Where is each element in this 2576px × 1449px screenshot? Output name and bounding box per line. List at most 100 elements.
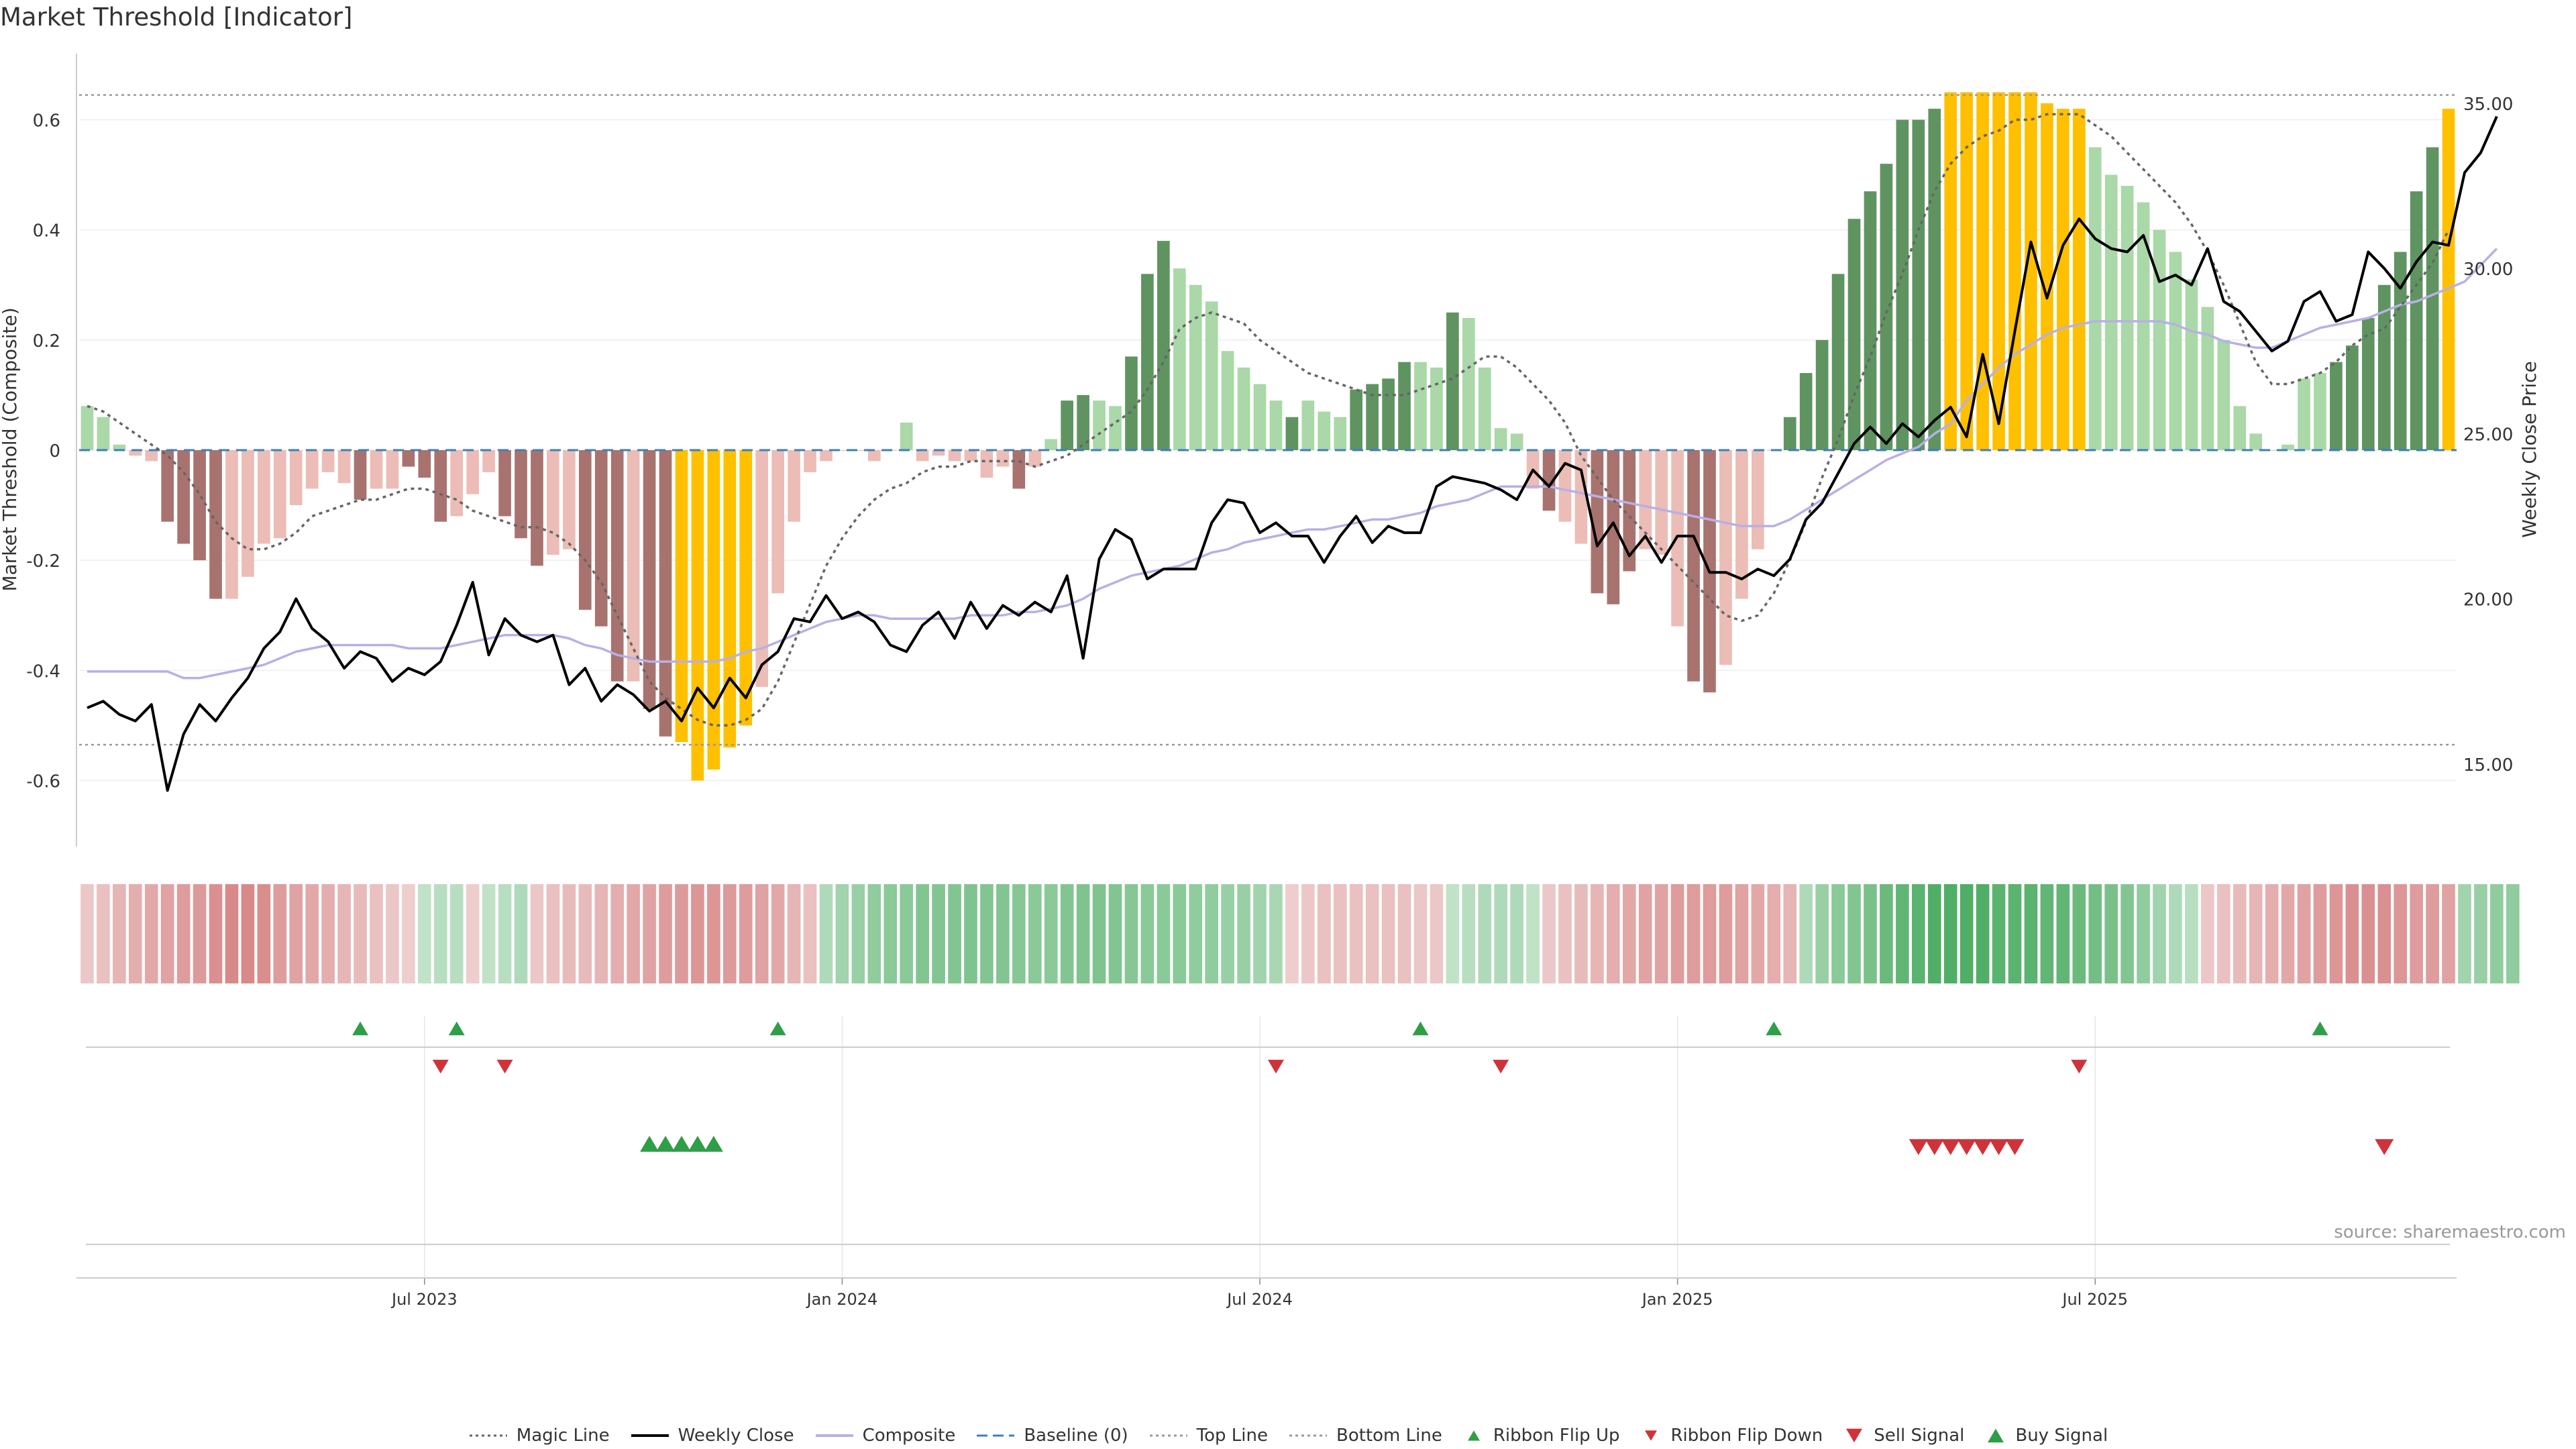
composite-bar [1012,450,1026,489]
composite-bar [1783,417,1796,450]
composite-bar [1896,119,1909,450]
legend-swatch [1846,1428,1863,1443]
composite-bar [2233,406,2247,450]
ribbon-cell [2458,884,2471,983]
ribbon-flip-up-marker [769,1021,786,1036]
composite-bar [723,450,737,748]
ribbon-cell [1542,884,1556,983]
ribbon-cell [1221,884,1234,983]
ribbon-cell [1301,884,1315,983]
composite-bar [241,450,254,577]
ribbon-cell [1317,884,1331,983]
composite-bar [2041,103,2053,450]
ribbon-cell [2297,884,2311,983]
legend-label: Bottom Line [1336,1426,1442,1446]
composite-bar [1815,339,1829,450]
ribbon-cell [643,884,656,983]
legend-item: Ribbon Flip Up [1462,1426,1620,1446]
ribbon-cell [176,884,191,983]
composite-bar [1430,367,1443,450]
ribbon-cell [1494,884,1508,983]
composite-bar [1831,274,1845,450]
ribbon-cell [2216,884,2231,983]
ribbon-cell [514,884,528,983]
ribbon-cell [2490,884,2504,983]
composite-bar [273,450,286,539]
ribbon-cell [659,884,672,983]
ribbon-cell [2377,884,2392,983]
ribbon-cell [1591,884,1604,983]
ribbon-cell [1092,884,1106,983]
composite-bar [1752,450,1764,549]
ribbon-cell [1237,884,1250,983]
ribbon-cell [1076,884,1090,983]
composite-bar [1446,312,1459,450]
ribbon-cell [2088,884,2102,983]
ribbon-cell [2185,884,2198,983]
ribbon-cell [900,884,914,983]
source-note: source: sharemaestro.com [2334,1222,2566,1242]
ribbon-flip-up-marker [352,1021,369,1036]
composite-bar [1542,450,1556,511]
ribbon-cell [722,884,737,983]
ribbon-cell [1478,884,1492,983]
composite-bar [1687,450,1700,682]
composite-bar [450,450,464,517]
y-axis-label: Market Threshold (Composite) [0,307,21,591]
legend-item: Top Line [1148,1426,1268,1446]
x-tick-label: Jan 2024 [806,1290,878,1309]
composite-bar [1269,400,1283,450]
composite-bar [1494,428,1507,450]
composite-bar [354,450,367,500]
ribbon-flip-down-marker [1493,1059,1509,1074]
ribbon-cell [1285,884,1299,983]
ribbon-cell [209,884,223,983]
composite-bar [1141,274,1154,450]
composite-bar [1944,92,1957,451]
ribbon-cell [80,884,94,983]
ribbon-cell [2233,884,2247,983]
ribbon-cell [627,884,640,983]
composite-bar [1623,450,1636,572]
chart-title: Market Threshold [Indicator] [0,3,353,32]
legend-item: Weekly Close [630,1426,794,1446]
composite-bar [1093,400,1106,450]
ribbon-cell [2474,884,2487,983]
y-tick-label: -0.6 [26,772,60,792]
ribbon-cell [2104,884,2118,983]
legend-label: Buy Signal [2015,1426,2108,1446]
composite-bar [691,450,704,781]
composite-bar [80,406,94,450]
composite-bar [659,450,672,737]
ribbon-flip-up-marker [448,1021,465,1036]
ribbon-cell [851,884,865,983]
ribbon-cell [144,884,158,983]
composite-bar [386,450,399,489]
legend-label: Ribbon Flip Up [1493,1426,1620,1446]
ribbon-cell [867,884,881,983]
ribbon-cell [675,884,688,983]
ribbon-cell [2201,884,2214,983]
ribbon-cell [530,884,544,983]
composite-bar [515,450,527,539]
ribbon-cell [1896,884,1909,983]
y2-tick-label: 20.00 [2463,590,2513,610]
ribbon-cell [1976,884,1990,983]
ribbon-cell [1462,884,1476,983]
ribbon-cell [1847,884,1861,983]
weekly-close-line [87,115,2498,792]
composite-bar [434,450,447,522]
ribbon-cell [1686,884,1701,983]
ribbon-cell [1992,884,2006,983]
composite-bar [739,450,753,726]
composite-bar [2153,229,2166,450]
composite-bar [498,450,511,517]
ribbon-cell [1558,884,1572,983]
composite-bar [1253,384,1267,450]
composite-bar [305,450,319,489]
ribbon-cell [755,884,769,983]
composite-bar [1864,191,1877,450]
composite-bar [964,450,977,462]
series-lines [79,94,2498,792]
ribbon-flip-down-marker [1267,1059,1284,1074]
